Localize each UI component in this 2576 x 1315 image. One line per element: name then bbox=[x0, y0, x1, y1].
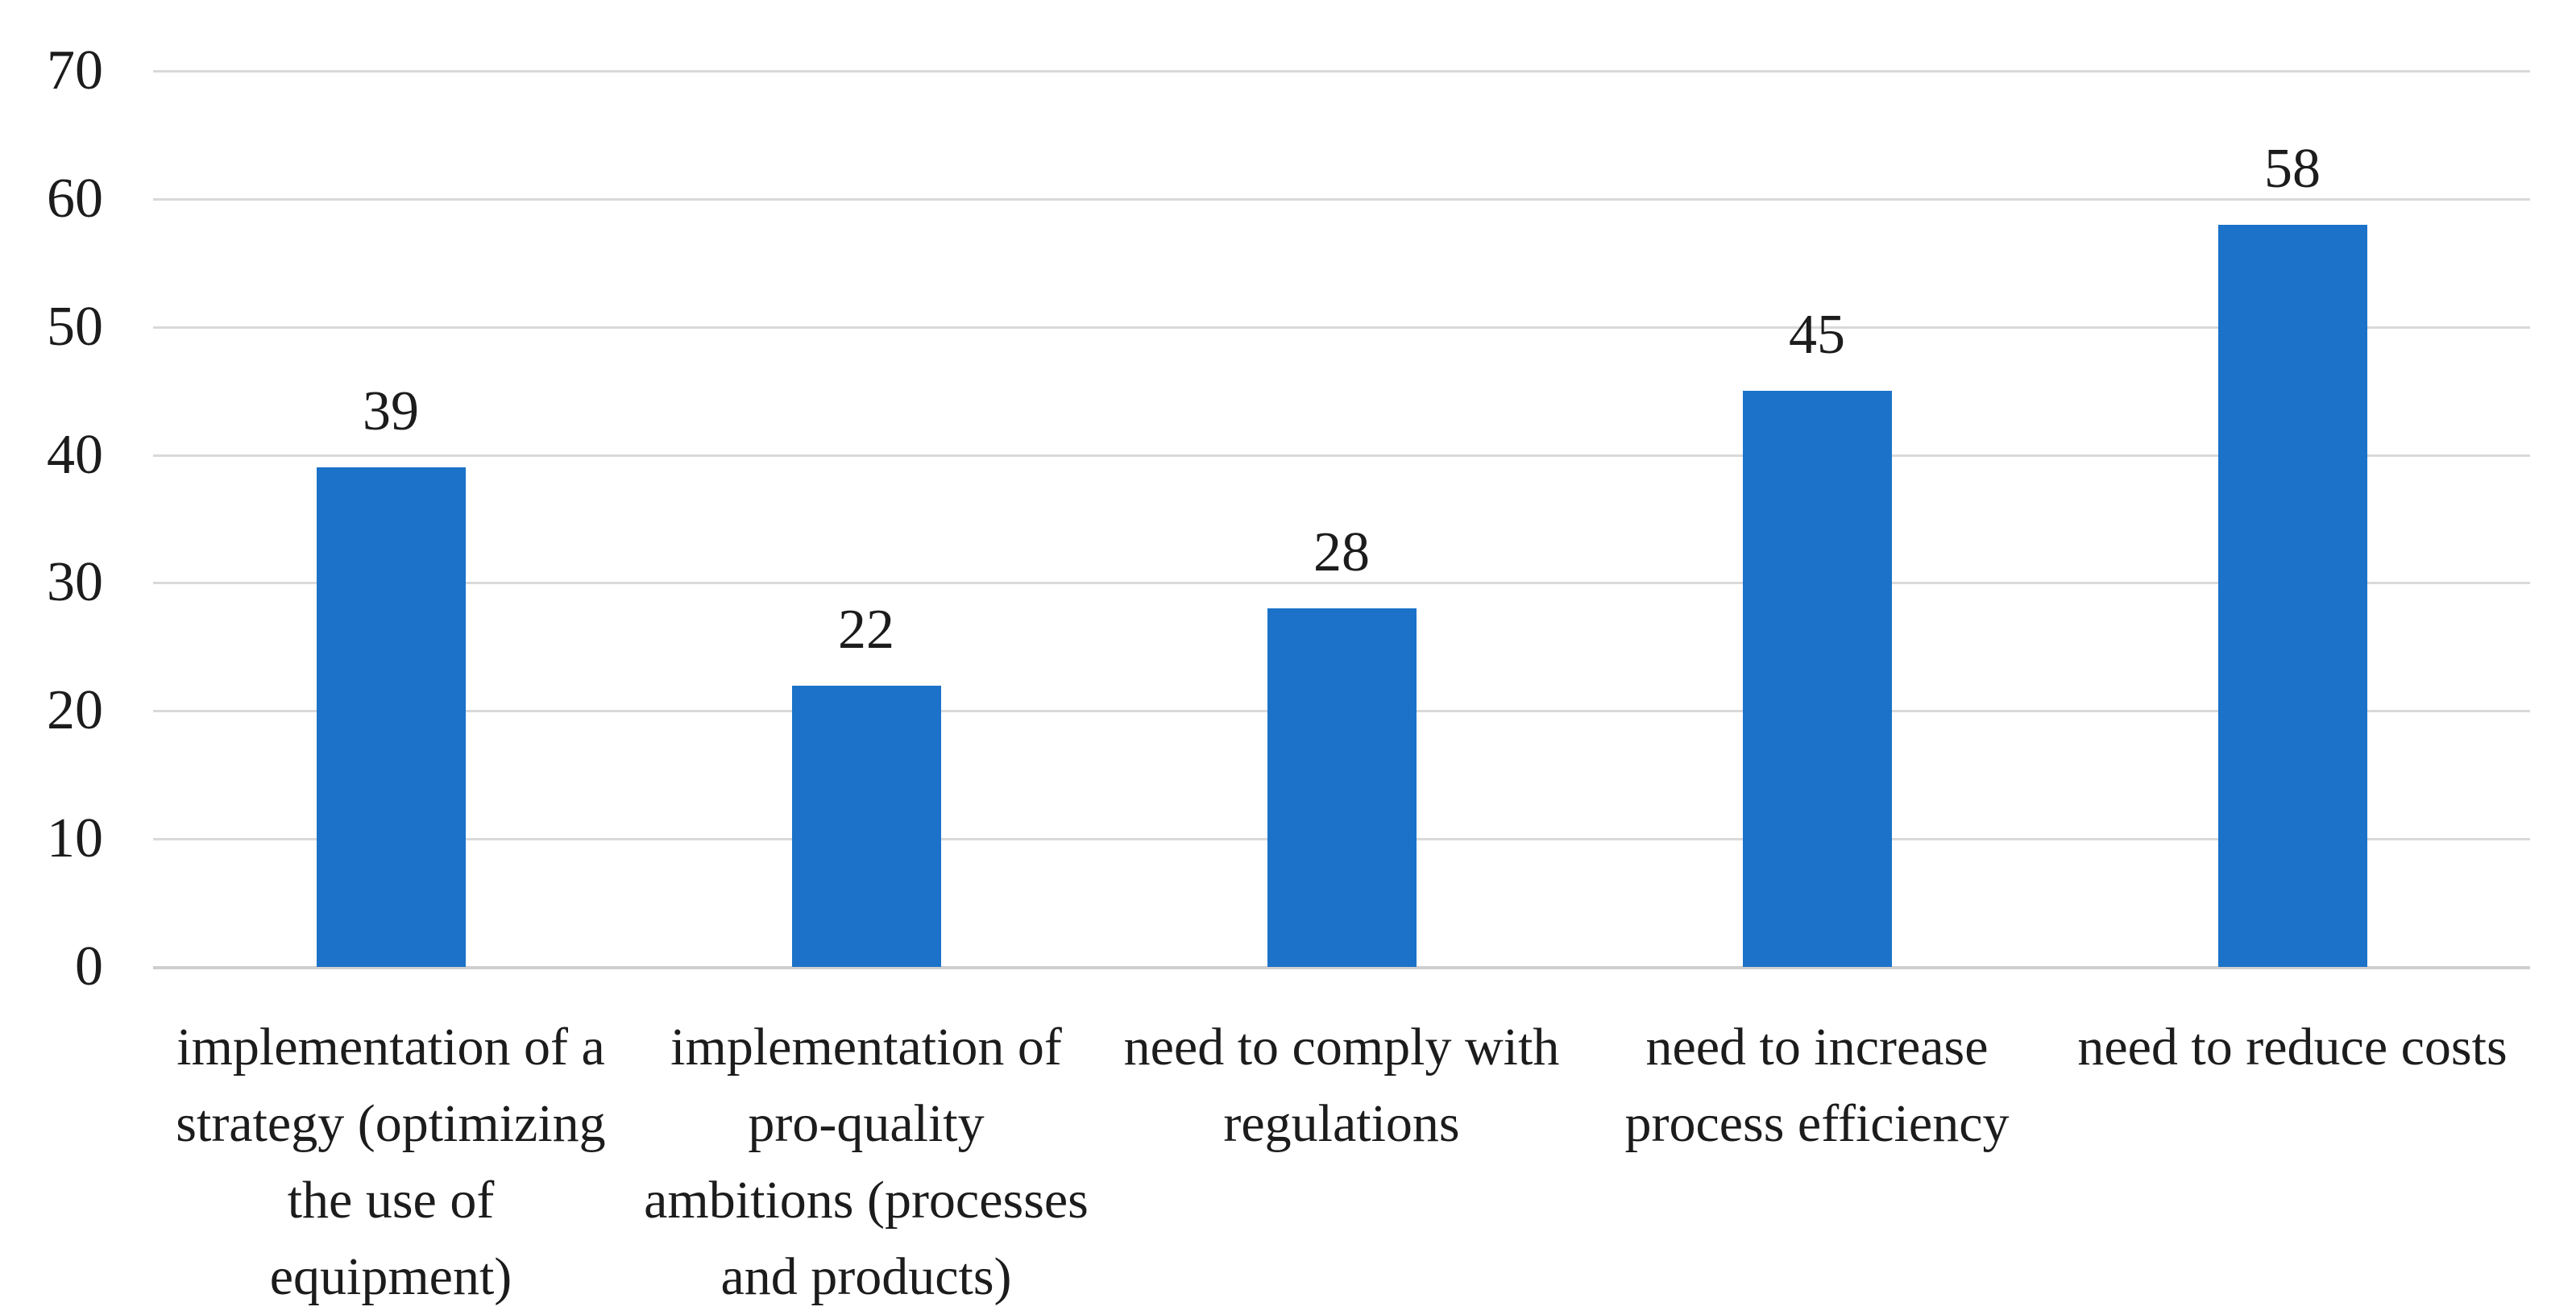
y-axis-tick-label: 60 bbox=[47, 168, 103, 230]
y-axis-tick-label: 0 bbox=[75, 935, 103, 998]
bar bbox=[792, 686, 941, 967]
gridline bbox=[153, 198, 2530, 201]
x-axis-category-label-line: strategy (optimizing bbox=[176, 1094, 606, 1153]
x-axis-category-label-line: implementation of bbox=[670, 1018, 1062, 1076]
x-axis-category-label-line: equipment) bbox=[269, 1247, 512, 1306]
x-axis-category-label: need to comply with regulations bbox=[1084, 1009, 1599, 1162]
y-axis-tick-label: 30 bbox=[47, 551, 103, 613]
x-axis-category-label-line: pro-quality bbox=[748, 1094, 985, 1153]
y-axis-tick-label: 50 bbox=[47, 296, 103, 358]
bar-value-label: 39 bbox=[363, 380, 419, 442]
x-axis-category-label-line: need to comply with bbox=[1123, 1018, 1560, 1076]
bar bbox=[2218, 225, 2367, 967]
x-axis-category-label-line: need to increase bbox=[1645, 1018, 1989, 1076]
bar bbox=[317, 467, 466, 967]
x-axis-category-label-line: need to reduce costs bbox=[2077, 1018, 2508, 1076]
x-axis-category-label: need to reduce costs bbox=[2035, 1009, 2550, 1085]
gridline bbox=[153, 582, 2530, 584]
y-axis-tick-label: 10 bbox=[47, 807, 103, 869]
x-axis-category-label-line: regulations bbox=[1223, 1094, 1460, 1153]
y-axis-tick-label: 70 bbox=[47, 39, 103, 102]
bar-value-label: 58 bbox=[2264, 138, 2321, 200]
x-axis-category-label: need to increase process efficiency bbox=[1559, 1009, 2075, 1162]
bar bbox=[1743, 391, 1892, 967]
x-axis-category-label-line: implementation of a bbox=[176, 1018, 605, 1076]
bar-value-label: 45 bbox=[1789, 304, 1845, 366]
y-axis-tick-label: 40 bbox=[47, 424, 103, 486]
bar-value-label: 28 bbox=[1313, 521, 1370, 583]
gridline bbox=[153, 454, 2530, 457]
x-axis-category-label: implementation of pro-quality ambitions (p… bbox=[608, 1009, 1124, 1315]
x-axis-category-label-line: and products) bbox=[720, 1247, 1012, 1306]
gridline bbox=[153, 326, 2530, 329]
y-axis-tick-label: 20 bbox=[47, 679, 103, 741]
bar-value-label: 22 bbox=[838, 599, 894, 661]
x-axis-category-label-line: ambitions (processes bbox=[644, 1171, 1089, 1230]
x-axis-category-label: implementation of a strategy (optimizing t… bbox=[133, 1009, 649, 1315]
x-axis-category-label-line: the use of bbox=[287, 1171, 495, 1230]
bar bbox=[1267, 608, 1417, 967]
gridline bbox=[153, 70, 2530, 73]
x-axis-category-label-line: process efficiency bbox=[1624, 1094, 2010, 1153]
x-axis-line bbox=[153, 966, 2530, 969]
